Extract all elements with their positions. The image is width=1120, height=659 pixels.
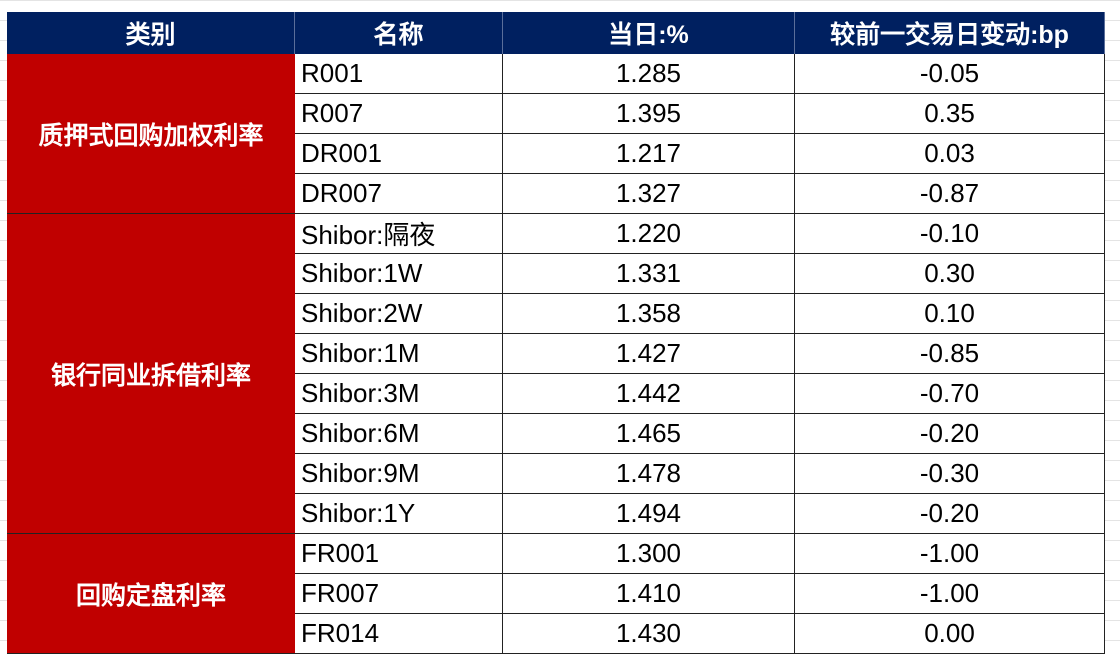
change-cell: -0.20 — [795, 494, 1105, 534]
change-cell: 0.30 — [795, 254, 1105, 294]
change-cell: -0.05 — [795, 54, 1105, 94]
name-cell: FR001 — [295, 534, 503, 574]
change-cell: -1.00 — [795, 534, 1105, 574]
category-cell: 回购定盘利率 — [7, 534, 295, 654]
rate-cell: 1.331 — [503, 254, 795, 294]
change-cell: 0.10 — [795, 294, 1105, 334]
change-cell: -0.20 — [795, 414, 1105, 454]
rate-cell: 1.217 — [503, 134, 795, 174]
name-cell: FR014 — [295, 614, 503, 654]
name-cell: FR007 — [295, 574, 503, 614]
name-cell: R001 — [295, 54, 503, 94]
name-cell: DR001 — [295, 134, 503, 174]
rate-cell: 1.220 — [503, 214, 795, 254]
rate-cell: 1.494 — [503, 494, 795, 534]
name-cell: Shibor:1Y — [295, 494, 503, 534]
name-cell: Shibor:6M — [295, 414, 503, 454]
change-cell: -0.30 — [795, 454, 1105, 494]
rate-cell: 1.327 — [503, 174, 795, 214]
name-cell: Shibor:3M — [295, 374, 503, 414]
rate-cell: 1.410 — [503, 574, 795, 614]
header-cell: 名称 — [295, 12, 503, 54]
rate-cell: 1.430 — [503, 614, 795, 654]
rate-cell: 1.358 — [503, 294, 795, 334]
rate-cell: 1.442 — [503, 374, 795, 414]
change-cell: -1.00 — [795, 574, 1105, 614]
change-cell: -0.87 — [795, 174, 1105, 214]
rate-cell: 1.285 — [503, 54, 795, 94]
change-cell: -0.70 — [795, 374, 1105, 414]
change-cell: -0.85 — [795, 334, 1105, 374]
rate-cell: 1.478 — [503, 454, 795, 494]
name-cell: Shibor:隔夜 — [295, 214, 503, 254]
name-cell: Shibor:2W — [295, 294, 503, 334]
rate-cell: 1.395 — [503, 94, 795, 134]
name-cell: DR007 — [295, 174, 503, 214]
name-cell: Shibor:9M — [295, 454, 503, 494]
category-cell: 银行同业拆借利率 — [7, 214, 295, 534]
rate-cell: 1.427 — [503, 334, 795, 374]
name-cell: Shibor:1W — [295, 254, 503, 294]
change-cell: -0.10 — [795, 214, 1105, 254]
change-cell: 0.00 — [795, 614, 1105, 654]
category-cell: 质押式回购加权利率 — [7, 54, 295, 214]
name-cell: R007 — [295, 94, 503, 134]
rate-cell: 1.465 — [503, 414, 795, 454]
header-cell: 类别 — [7, 12, 295, 54]
rate-cell: 1.300 — [503, 534, 795, 574]
change-cell: 0.03 — [795, 134, 1105, 174]
name-cell: Shibor:1M — [295, 334, 503, 374]
change-cell: 0.35 — [795, 94, 1105, 134]
header-cell: 当日:% — [503, 12, 795, 54]
header-cell: 较前一交易日变动:bp — [795, 12, 1105, 54]
